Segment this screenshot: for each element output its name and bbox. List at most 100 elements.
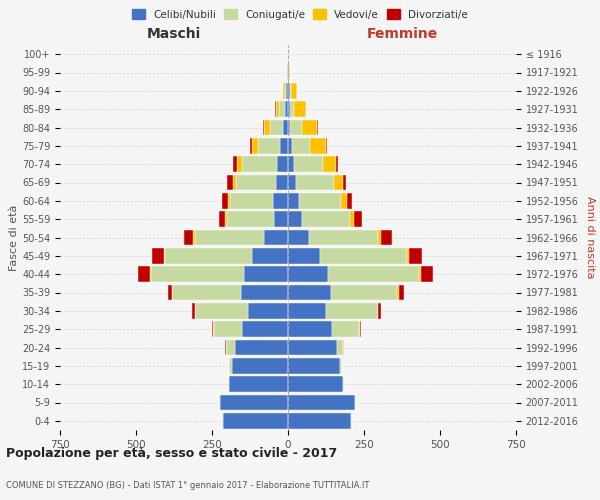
Bar	[288, 138, 292, 154]
Bar	[419, 266, 421, 282]
Bar	[288, 303, 326, 318]
Bar	[195, 303, 248, 318]
Bar	[285, 83, 286, 98]
Bar	[398, 284, 404, 300]
Bar	[212, 322, 213, 337]
Bar	[326, 303, 377, 318]
Bar	[228, 193, 230, 208]
Bar	[288, 212, 302, 227]
Bar	[228, 376, 229, 392]
Bar	[290, 120, 302, 136]
Bar	[288, 64, 289, 80]
Bar	[232, 358, 288, 374]
Bar	[227, 174, 233, 190]
Bar	[288, 230, 309, 246]
Bar	[151, 266, 244, 282]
Bar	[326, 138, 327, 154]
Bar	[218, 212, 226, 227]
Bar	[288, 102, 290, 117]
Bar	[192, 303, 194, 318]
Y-axis label: Fasce di età: Fasce di età	[9, 204, 19, 270]
Bar	[283, 83, 285, 98]
Bar	[350, 212, 354, 227]
Bar	[244, 266, 288, 282]
Bar	[233, 174, 236, 190]
Bar	[252, 138, 257, 154]
Bar	[263, 120, 264, 136]
Legend: Celibi/Nubili, Coniugati/e, Vedovi/e, Divorziati/e: Celibi/Nubili, Coniugati/e, Vedovi/e, Di…	[128, 5, 472, 24]
Bar	[283, 120, 288, 136]
Bar	[309, 230, 377, 246]
Bar	[288, 248, 320, 264]
Bar	[334, 174, 343, 190]
Bar	[226, 212, 227, 227]
Bar	[294, 102, 305, 117]
Bar	[310, 138, 326, 154]
Bar	[289, 64, 290, 80]
Bar	[341, 193, 347, 208]
Bar	[328, 266, 419, 282]
Bar	[360, 322, 361, 337]
Bar	[235, 340, 288, 355]
Bar	[288, 174, 296, 190]
Bar	[421, 266, 433, 282]
Bar	[288, 322, 332, 337]
Bar	[320, 248, 407, 264]
Bar	[288, 358, 340, 374]
Bar	[242, 156, 277, 172]
Bar	[343, 174, 346, 190]
Bar	[167, 284, 172, 300]
Text: COMUNE DI STEZZANO (BG) - Dati ISTAT 1° gennaio 2017 - Elaborazione TUTTITALIA.I: COMUNE DI STEZZANO (BG) - Dati ISTAT 1° …	[6, 480, 370, 490]
Bar	[226, 340, 235, 355]
Bar	[286, 83, 288, 98]
Bar	[172, 284, 241, 300]
Bar	[377, 230, 381, 246]
Bar	[222, 413, 223, 428]
Bar	[194, 303, 195, 318]
Bar	[275, 102, 276, 117]
Bar	[378, 303, 381, 318]
Bar	[287, 64, 288, 80]
Bar	[355, 394, 356, 410]
Bar	[236, 174, 276, 190]
Bar	[323, 156, 336, 172]
Bar	[233, 156, 237, 172]
Bar	[343, 376, 344, 392]
Bar	[150, 266, 151, 282]
Bar	[276, 102, 280, 117]
Bar	[251, 248, 288, 264]
Bar	[184, 230, 193, 246]
Bar	[340, 358, 341, 374]
Bar	[332, 322, 359, 337]
Bar	[294, 156, 323, 172]
Bar	[273, 193, 288, 208]
Bar	[288, 340, 337, 355]
Text: Popolazione per età, sesso e stato civile - 2017: Popolazione per età, sesso e stato civil…	[6, 448, 337, 460]
Bar	[220, 394, 288, 410]
Bar	[263, 230, 288, 246]
Bar	[277, 156, 288, 172]
Bar	[351, 413, 352, 428]
Bar	[288, 394, 355, 410]
Bar	[193, 230, 195, 246]
Bar	[347, 193, 352, 208]
Bar	[280, 102, 285, 117]
Bar	[288, 193, 299, 208]
Bar	[276, 174, 288, 190]
Bar	[285, 102, 288, 117]
Bar	[227, 212, 274, 227]
Bar	[296, 174, 334, 190]
Bar	[336, 156, 338, 172]
Bar	[288, 413, 351, 428]
Bar	[274, 212, 288, 227]
Bar	[229, 358, 232, 374]
Bar	[381, 230, 392, 246]
Bar	[288, 120, 290, 136]
Bar	[165, 248, 251, 264]
Text: Femmine: Femmine	[367, 28, 437, 42]
Bar	[139, 266, 150, 282]
Bar	[223, 413, 288, 428]
Bar	[257, 138, 280, 154]
Bar	[223, 193, 228, 208]
Bar	[237, 156, 242, 172]
